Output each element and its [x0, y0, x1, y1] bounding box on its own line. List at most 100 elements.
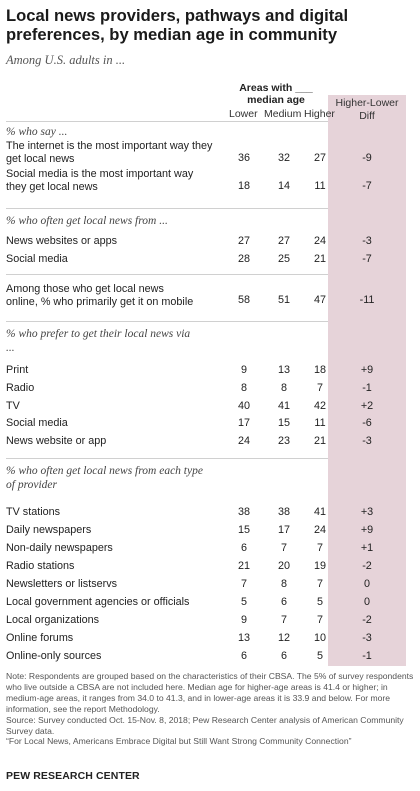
value-medium: 20	[277, 560, 290, 572]
row-label: News websites or apps	[6, 235, 118, 247]
row-label: Newsletters or listservs	[6, 578, 117, 590]
value-lower: 6	[240, 542, 247, 554]
value-diff: -11	[359, 294, 375, 306]
value-lower: 8	[240, 382, 247, 394]
row-label: TV	[6, 400, 20, 412]
value-medium: 8	[280, 382, 287, 394]
value-lower: 17	[237, 417, 250, 429]
row-label: Print	[6, 364, 29, 376]
note-text: Note: Respondents are grouped based on t…	[6, 671, 414, 714]
value-lower: 38	[237, 506, 250, 518]
section-heading: % who often get local news from each typ…	[6, 465, 203, 491]
value-higher: 7	[316, 578, 323, 590]
value-lower: 9	[240, 614, 247, 626]
value-medium: 12	[277, 632, 290, 644]
row-label: Radio stations	[6, 560, 75, 572]
value-diff: -1	[362, 650, 372, 662]
value-lower: 15	[237, 524, 250, 536]
section-divider	[6, 208, 328, 209]
value-diff: +9	[360, 524, 374, 536]
value-medium: 6	[280, 650, 287, 662]
row-label: Daily newspapers	[6, 524, 92, 536]
value-medium: 15	[277, 417, 290, 429]
value-medium: 51	[277, 294, 290, 306]
value-medium: 25	[277, 253, 290, 265]
value-medium: 13	[277, 364, 290, 376]
value-lower: 28	[237, 253, 250, 265]
value-lower: 6	[240, 650, 247, 662]
value-higher: 24	[313, 524, 326, 536]
row-label: Radio	[6, 382, 35, 394]
row-label: Among those who get local news online, %…	[6, 283, 194, 308]
value-medium: 32	[277, 152, 290, 164]
col-header-medium: Medium	[264, 108, 302, 120]
value-lower: 58	[237, 294, 250, 306]
row-label: Local government agencies or officials	[6, 596, 190, 608]
footnotes: Note: Respondents are grouped based on t…	[6, 671, 416, 747]
row-label: Social media is the most important way t…	[6, 168, 194, 193]
value-diff: -3	[362, 235, 372, 247]
value-medium: 7	[280, 614, 287, 626]
value-medium: 6	[280, 596, 287, 608]
section-heading: % who say ...	[6, 126, 68, 138]
value-medium: 23	[277, 435, 290, 447]
value-diff: -7	[362, 180, 372, 192]
row-label: News website or app	[6, 435, 107, 447]
value-medium: 7	[280, 542, 287, 554]
value-higher: 5	[316, 596, 323, 608]
value-diff: +1	[360, 542, 374, 554]
value-lower: 21	[237, 560, 250, 572]
value-higher: 21	[313, 435, 326, 447]
value-diff: -7	[362, 253, 372, 265]
value-medium: 17	[277, 524, 290, 536]
value-diff: -1	[362, 382, 372, 394]
value-higher: 7	[316, 382, 323, 394]
value-lower: 24	[237, 435, 250, 447]
value-diff: -2	[362, 614, 372, 626]
value-medium: 14	[277, 180, 290, 192]
value-diff: -2	[362, 560, 372, 572]
value-lower: 9	[240, 364, 247, 376]
value-lower: 7	[240, 578, 247, 590]
value-higher: 5	[316, 650, 323, 662]
section-divider	[6, 458, 328, 459]
row-label: Social media	[6, 417, 68, 429]
value-diff: +3	[360, 506, 374, 518]
subtitle: Among U.S. adults in ...	[6, 53, 126, 67]
page-title: Local news providers, pathways and digit…	[6, 6, 349, 44]
value-diff: -3	[362, 632, 372, 644]
column-group-header: Areas with ___ median age	[239, 82, 313, 106]
value-higher: 41	[313, 506, 326, 518]
value-higher: 11	[314, 417, 326, 429]
col-header-diff: Higher-Lower Diff	[335, 97, 399, 122]
value-higher: 18	[313, 364, 326, 376]
value-lower: 36	[237, 152, 250, 164]
row-label: Social media	[6, 253, 68, 265]
value-higher: 10	[313, 632, 326, 644]
value-lower: 40	[237, 400, 250, 412]
value-diff: -3	[362, 435, 372, 447]
row-label: Online forums	[6, 632, 74, 644]
row-label: Online-only sources	[6, 650, 102, 662]
value-lower: 5	[240, 596, 247, 608]
col-header-higher: Higher	[304, 108, 335, 120]
source-text: Source: Survey conducted Oct. 15-Nov. 8,…	[6, 714, 404, 736]
value-higher: 47	[313, 294, 326, 306]
value-diff: +9	[360, 364, 374, 376]
value-medium: 38	[277, 506, 290, 518]
section-divider	[6, 121, 328, 122]
value-higher: 42	[313, 400, 326, 412]
value-higher: 7	[316, 542, 323, 554]
section-divider	[6, 274, 328, 275]
value-medium: 8	[280, 578, 287, 590]
row-label: The internet is the most important way t…	[6, 140, 213, 165]
diff-column-background	[328, 95, 406, 666]
value-lower: 18	[237, 180, 250, 192]
section-heading: % who often get local news from ...	[6, 215, 168, 227]
value-higher: 24	[313, 235, 326, 247]
report-title: “For Local News, Americans Embrace Digit…	[6, 736, 352, 747]
value-diff: 0	[363, 596, 370, 608]
value-higher: 7	[316, 614, 323, 626]
value-higher: 27	[313, 152, 326, 164]
value-medium: 27	[277, 235, 290, 247]
